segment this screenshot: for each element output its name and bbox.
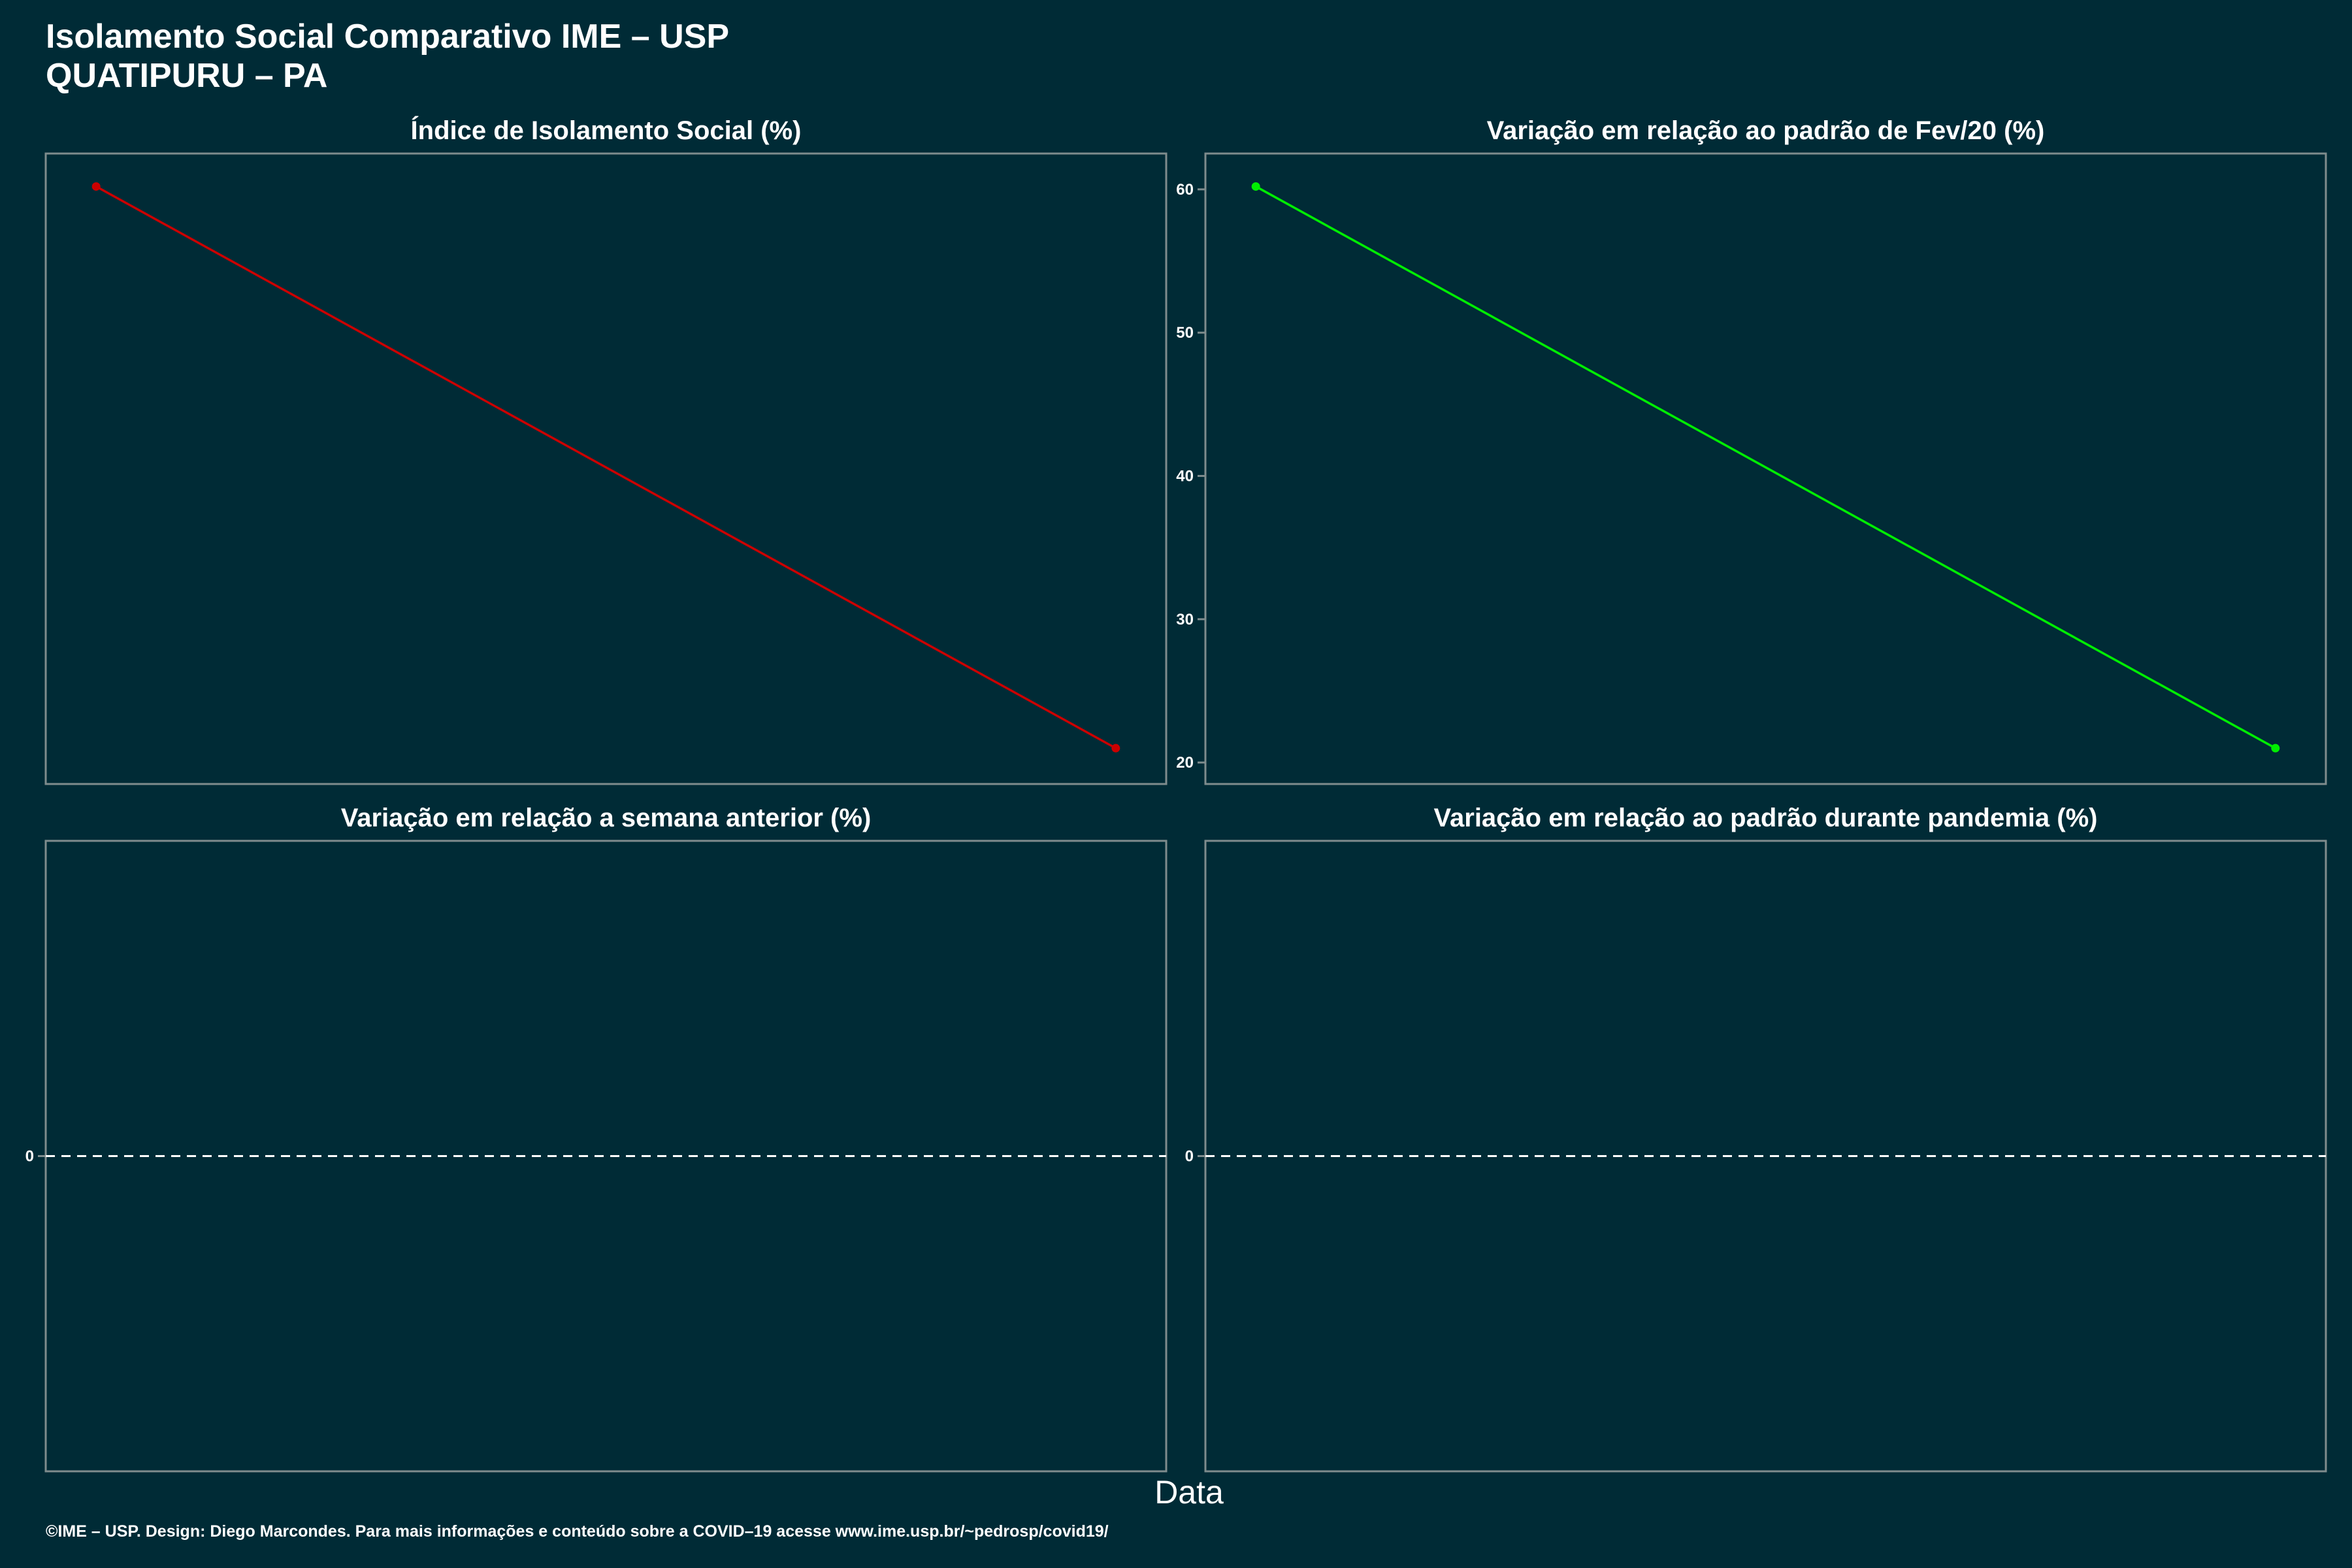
panel-border-0 — [44, 152, 1168, 785]
data-point-0-0-1 — [1111, 743, 1120, 753]
panel-title-feb-variation: Variação em relação ao padrão de Fev/20 … — [1486, 116, 2045, 145]
page-title: Isolamento Social Comparativo IME – USP … — [46, 17, 729, 95]
title-line-2: QUATIPURU – PA — [46, 57, 328, 95]
y-tick-label-3-0: 0 — [1185, 1148, 1194, 1166]
y-tick-label-1-3: 50 — [1176, 324, 1194, 342]
y-tick-label-1-4: 60 — [1176, 181, 1194, 199]
series-line-1-0 — [1255, 185, 2276, 749]
y-tick-label-2-0: 0 — [25, 1148, 34, 1166]
series-line-0-0 — [95, 185, 1117, 749]
data-point-1-0-0 — [1251, 182, 1260, 191]
panel-title-week-variation: Variação em relação a semana anterior (%… — [340, 804, 872, 832]
y-tick-label-1-2: 40 — [1176, 467, 1194, 485]
x-axis-label: Data — [1154, 1474, 1224, 1511]
panel-title-isolation-index: Índice de Isolamento Social (%) — [410, 116, 802, 145]
panel-title-pandemic-variation: Variação em relação ao padrão durante pa… — [1433, 804, 2098, 832]
data-point-0-0-0 — [91, 182, 101, 191]
panel-border-3 — [1204, 840, 2327, 1473]
y-tick-label-1-1: 30 — [1176, 611, 1194, 629]
y-tick-label-1-0: 20 — [1176, 754, 1194, 772]
data-point-1-0-1 — [2271, 743, 2280, 753]
panel-border-2 — [44, 840, 1168, 1473]
footer-credits: ©IME – USP. Design: Diego Marcondes. Par… — [46, 1522, 1109, 1541]
panel-border-1 — [1204, 152, 2327, 785]
title-line-1: Isolamento Social Comparativo IME – USP — [46, 18, 730, 56]
